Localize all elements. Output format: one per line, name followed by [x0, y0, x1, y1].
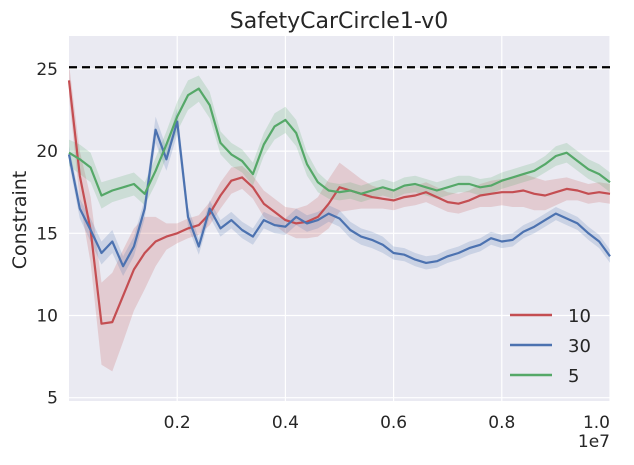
band-series-5	[69, 75, 610, 209]
line-series-30	[67, 120, 611, 268]
x-tick-labels: 0.2 0.4 0.6 0.8 1.0	[164, 413, 610, 433]
x-tick-label: 0.8	[488, 413, 515, 433]
x-tick-label: 0.4	[272, 413, 299, 433]
y-tick-label: 10	[36, 307, 58, 327]
legend-label-30: 30	[568, 336, 591, 357]
y-tick-label: 20	[36, 142, 58, 162]
legend-label-5: 5	[568, 366, 579, 387]
line-series-10	[67, 80, 611, 325]
x-tick-label: 1.0	[583, 413, 610, 433]
legend-label-10: 10	[568, 306, 591, 327]
y-tick-label: 15	[36, 224, 58, 244]
chart-title: SafetyCarCircle1-v0	[230, 9, 448, 34]
line-series-5	[68, 87, 611, 197]
x-tick-label: 0.2	[164, 413, 191, 433]
series-lines	[67, 80, 611, 325]
x-tick-label: 0.6	[380, 413, 407, 433]
band-series-30	[69, 108, 610, 276]
legend: 10 30 5	[510, 306, 591, 387]
confidence-bands	[69, 64, 610, 372]
y-tick-label: 25	[36, 60, 58, 80]
y-tick-label: 5	[47, 389, 58, 409]
band-series-10	[69, 64, 610, 372]
x-offset-label: 1e7	[578, 432, 610, 452]
y-tick-labels: 5 10 15 20 25	[36, 60, 58, 409]
y-axis-label: Constraint	[9, 171, 31, 270]
